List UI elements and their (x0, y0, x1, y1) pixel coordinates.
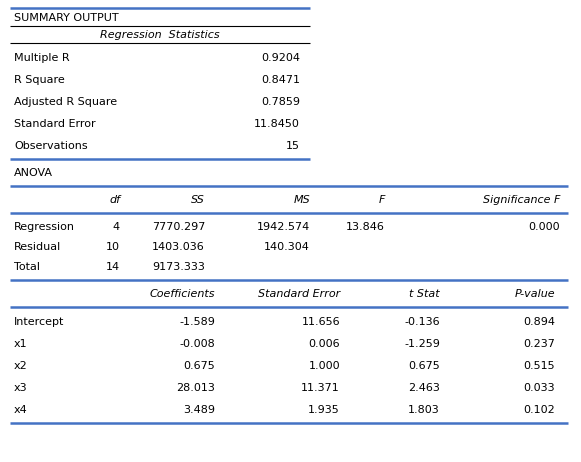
Text: df: df (109, 195, 120, 205)
Text: x2: x2 (14, 361, 28, 371)
Text: R Square: R Square (14, 75, 64, 85)
Text: 11.8450: 11.8450 (254, 119, 300, 129)
Text: 0.675: 0.675 (183, 361, 215, 371)
Text: 11.371: 11.371 (302, 383, 340, 393)
Text: 14: 14 (106, 262, 120, 272)
Text: P-value: P-value (514, 289, 555, 299)
Text: x1: x1 (14, 339, 28, 349)
Text: 0.006: 0.006 (309, 339, 340, 349)
Text: 1942.574: 1942.574 (257, 222, 310, 232)
Text: 140.304: 140.304 (264, 242, 310, 252)
Text: 11.656: 11.656 (302, 317, 340, 327)
Text: 0.515: 0.515 (523, 361, 555, 371)
Text: Observations: Observations (14, 141, 88, 151)
Text: 0.102: 0.102 (523, 405, 555, 415)
Text: 1.000: 1.000 (309, 361, 340, 371)
Text: 0.894: 0.894 (523, 317, 555, 327)
Text: Significance F: Significance F (483, 195, 560, 205)
Text: 13.846: 13.846 (346, 222, 385, 232)
Text: Standard Error: Standard Error (14, 119, 96, 129)
Text: 0.033: 0.033 (523, 383, 555, 393)
Text: 0.8471: 0.8471 (261, 75, 300, 85)
Text: 0.237: 0.237 (523, 339, 555, 349)
Text: Multiple R: Multiple R (14, 53, 70, 63)
Text: t Stat: t Stat (410, 289, 440, 299)
Text: 1.803: 1.803 (408, 405, 440, 415)
Text: 2.463: 2.463 (408, 383, 440, 393)
Text: Intercept: Intercept (14, 317, 64, 327)
Text: -1.589: -1.589 (179, 317, 215, 327)
Text: x3: x3 (14, 383, 28, 393)
Text: Total: Total (14, 262, 40, 272)
Text: Adjusted R Square: Adjusted R Square (14, 97, 117, 107)
Text: 15: 15 (286, 141, 300, 151)
Text: 0.9204: 0.9204 (261, 53, 300, 63)
Text: 0.000: 0.000 (528, 222, 560, 232)
Text: x4: x4 (14, 405, 28, 415)
Text: 10: 10 (106, 242, 120, 252)
Text: 4: 4 (113, 222, 120, 232)
Text: -0.008: -0.008 (180, 339, 215, 349)
Text: Standard Error: Standard Error (258, 289, 340, 299)
Text: 3.489: 3.489 (183, 405, 215, 415)
Text: F: F (379, 195, 385, 205)
Text: 1.935: 1.935 (309, 405, 340, 415)
Text: -0.136: -0.136 (404, 317, 440, 327)
Text: ANOVA: ANOVA (14, 168, 53, 178)
Text: MS: MS (293, 195, 310, 205)
Text: Regression  Statistics: Regression Statistics (100, 30, 220, 40)
Text: 28.013: 28.013 (176, 383, 215, 393)
Text: -1.259: -1.259 (404, 339, 440, 349)
Text: Residual: Residual (14, 242, 61, 252)
Text: SUMMARY OUTPUT: SUMMARY OUTPUT (14, 13, 119, 23)
Text: SS: SS (191, 195, 205, 205)
Text: 9173.333: 9173.333 (152, 262, 205, 272)
Text: 1403.036: 1403.036 (152, 242, 205, 252)
Text: 0.7859: 0.7859 (261, 97, 300, 107)
Text: 7770.297: 7770.297 (152, 222, 205, 232)
Text: Regression: Regression (14, 222, 75, 232)
Text: Coefficients: Coefficients (149, 289, 215, 299)
Text: 0.675: 0.675 (408, 361, 440, 371)
